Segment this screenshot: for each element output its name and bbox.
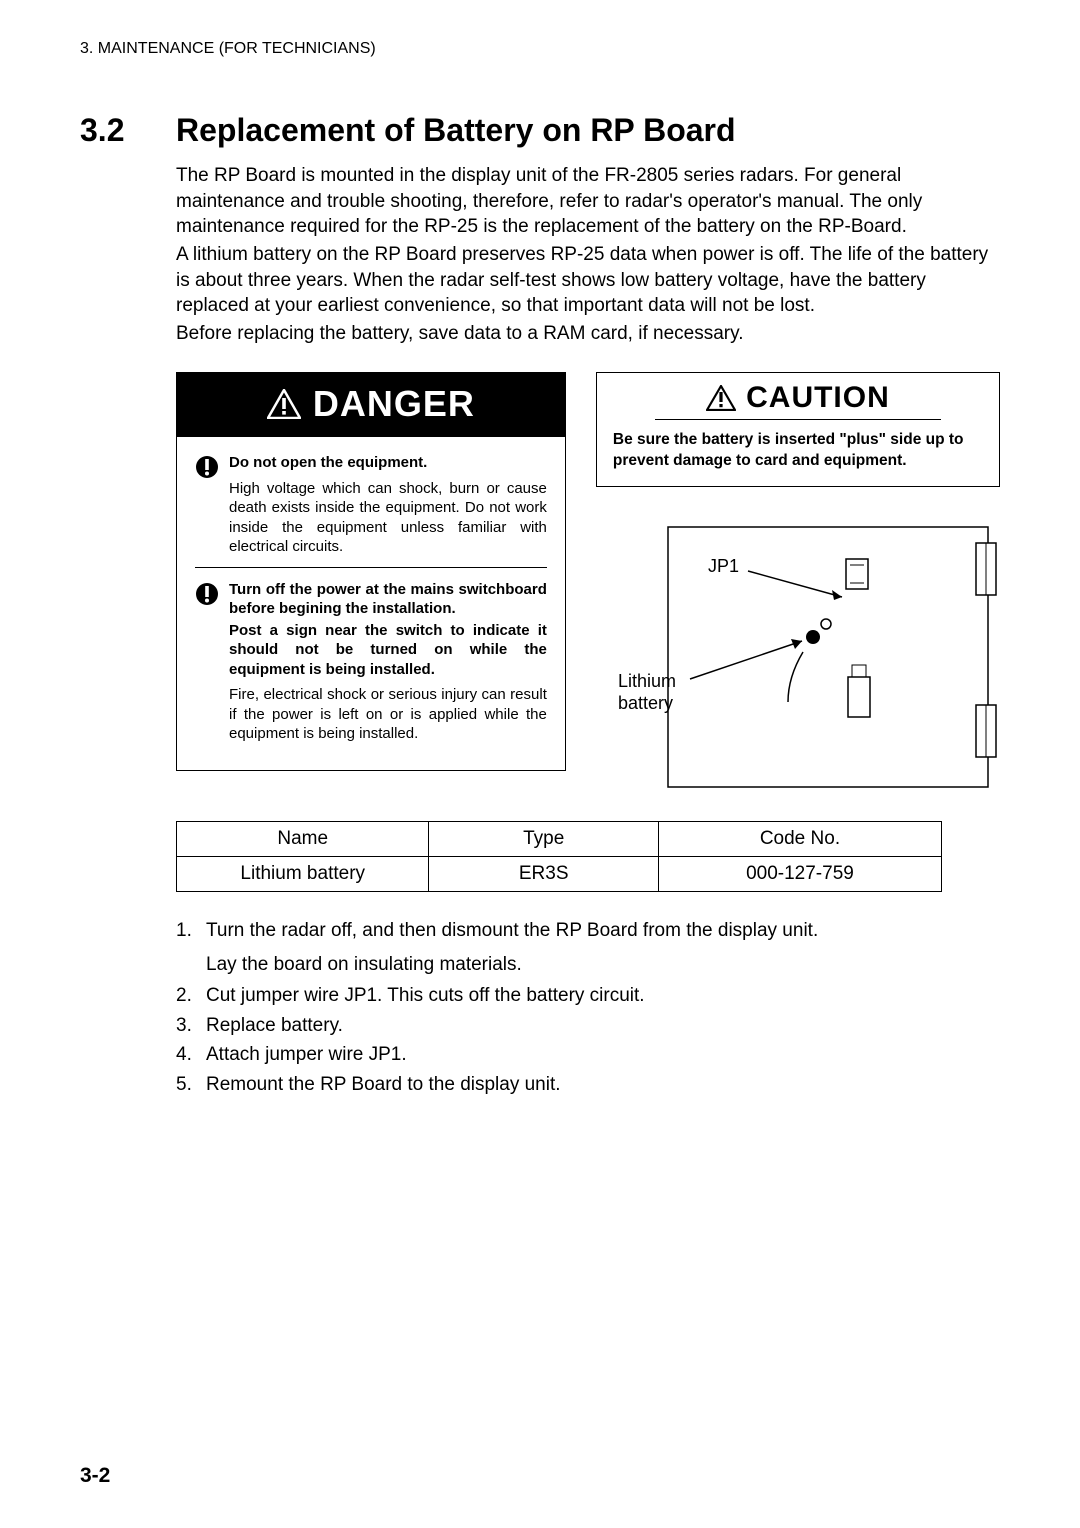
prohibit-icon <box>195 582 219 606</box>
parts-table: Name Type Code No. Lithium battery ER3S … <box>176 821 942 892</box>
danger-2-bold2: Post a sign near the switch to indicate … <box>229 621 547 680</box>
warning-triangle-icon <box>267 389 301 419</box>
caution-panel: CAUTION Be sure the battery is inserted … <box>596 372 1000 797</box>
section-heading: 3.2 Replacement of Battery on RP Board <box>80 112 1000 149</box>
caution-title: CAUTION <box>746 381 890 415</box>
prohibit-icon <box>195 455 219 479</box>
step-1-sub: Lay the board on insulating materials. <box>176 950 1000 979</box>
warning-triangle-icon <box>706 385 736 411</box>
step-1: 1.Turn the radar off, and then dismount … <box>176 916 1000 945</box>
intro-p1: The RP Board is mounted in the display u… <box>176 163 1000 240</box>
table-header-name: Name <box>177 822 429 857</box>
caution-text: Be sure the battery is inserted "plus" s… <box>597 420 999 474</box>
danger-title: DANGER <box>313 383 475 425</box>
danger-1-text: High voltage which can shock, burn or ca… <box>229 479 547 557</box>
table-header-code: Code No. <box>658 822 941 857</box>
table-header-row: Name Type Code No. <box>177 822 942 857</box>
table-cell-type: ER3S <box>429 857 659 892</box>
danger-1-bold: Do not open the equipment. <box>229 454 427 471</box>
board-diagram: JP1 Lithium battery <box>596 517 1000 797</box>
caution-header: CAUTION <box>655 373 941 420</box>
section-title: Replacement of Battery on RP Board <box>176 112 736 149</box>
danger-item-2: Turn off the power at the mains switchbo… <box>195 580 547 744</box>
diagram-batt-l2: battery <box>618 693 673 713</box>
danger-2-text: Fire, electrical shock or serious injury… <box>229 685 547 744</box>
intro-p2: A lithium battery on the RP Board preser… <box>176 242 1000 319</box>
danger-panel: DANGER Do not open the equipment. High v… <box>176 372 566 771</box>
page-number: 3-2 <box>80 1464 110 1488</box>
danger-2-bold1: Turn off the power at the mains switchbo… <box>229 581 547 618</box>
table-cell-code: 000-127-759 <box>658 857 941 892</box>
chapter-header: 3. MAINTENANCE (FOR TECHNICIANS) <box>80 40 1000 58</box>
intro-p3: Before replacing the battery, save data … <box>176 321 1000 347</box>
step-5: 5.Remount the RP Board to the display un… <box>176 1070 1000 1099</box>
table-header-type: Type <box>429 822 659 857</box>
danger-item-1: Do not open the equipment. High voltage … <box>195 453 547 557</box>
intro-text: The RP Board is mounted in the display u… <box>176 163 1000 346</box>
diagram-jp1-label: JP1 <box>708 556 739 576</box>
procedure-steps: 1.Turn the radar off, and then dismount … <box>176 916 1000 1099</box>
table-row: Lithium battery ER3S 000-127-759 <box>177 857 942 892</box>
danger-divider <box>195 567 547 568</box>
diagram-batt-l1: Lithium <box>618 671 676 691</box>
table-cell-name: Lithium battery <box>177 857 429 892</box>
section-number: 3.2 <box>80 112 176 149</box>
step-2: 2.Cut jumper wire JP1. This cuts off the… <box>176 981 1000 1010</box>
step-4: 4.Attach jumper wire JP1. <box>176 1040 1000 1069</box>
step-3: 3.Replace battery. <box>176 1011 1000 1040</box>
danger-header: DANGER <box>177 373 565 437</box>
